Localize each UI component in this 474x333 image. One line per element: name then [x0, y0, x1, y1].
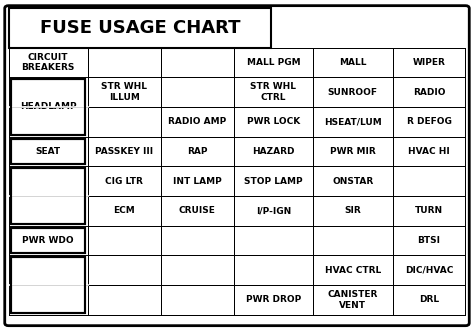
Text: CRUISE: CRUISE — [179, 206, 216, 215]
Text: DIC/HVAC: DIC/HVAC — [405, 266, 453, 275]
Bar — [9, 226, 88, 255]
Text: BTSI: BTSI — [418, 236, 440, 245]
Text: I/P-IGN: I/P-IGN — [256, 206, 291, 215]
Text: FUSE USAGE CHART: FUSE USAGE CHART — [40, 19, 240, 37]
Text: MALL: MALL — [339, 58, 366, 67]
Text: PWR MIR: PWR MIR — [330, 147, 376, 156]
Text: STOP LAMP: STOP LAMP — [244, 176, 303, 186]
Text: SEAT: SEAT — [36, 147, 61, 156]
Text: RAP: RAP — [187, 147, 208, 156]
Bar — [11, 257, 85, 313]
Text: CANISTER
VENT: CANISTER VENT — [328, 290, 378, 310]
Text: PASSKEY III: PASSKEY III — [95, 147, 154, 156]
Text: CIRCUIT
BREAKERS: CIRCUIT BREAKERS — [21, 53, 75, 72]
Text: RADIO: RADIO — [413, 88, 445, 97]
Text: PWR WDO: PWR WDO — [22, 236, 74, 245]
Bar — [9, 166, 88, 226]
Text: HSEAT/LUM: HSEAT/LUM — [324, 117, 382, 126]
Bar — [9, 255, 88, 315]
Text: SUNROOF: SUNROOF — [328, 88, 378, 97]
Text: CIG LTR: CIG LTR — [105, 176, 143, 186]
Text: DRL: DRL — [419, 295, 439, 304]
Text: PWR DROP: PWR DROP — [246, 295, 301, 304]
Text: SIR: SIR — [345, 206, 361, 215]
Bar — [11, 228, 85, 253]
Text: WIPER: WIPER — [412, 58, 446, 67]
Text: HVAC CTRL: HVAC CTRL — [325, 266, 381, 275]
Bar — [11, 228, 85, 253]
Bar — [11, 79, 85, 135]
FancyBboxPatch shape — [5, 6, 469, 326]
Text: PWR LOCK: PWR LOCK — [247, 117, 300, 126]
Text: HEADLAMP: HEADLAMP — [20, 103, 77, 112]
Bar — [11, 168, 85, 224]
Text: R DEFOG: R DEFOG — [407, 117, 451, 126]
Text: STR WHL
ILLUM: STR WHL ILLUM — [101, 83, 147, 102]
Text: TURN: TURN — [415, 206, 443, 215]
Text: ECM: ECM — [114, 206, 135, 215]
Bar — [9, 8, 271, 48]
Text: ONSTAR: ONSTAR — [332, 176, 374, 186]
Text: STR WHL
CTRL: STR WHL CTRL — [250, 83, 296, 102]
Text: INT LAMP: INT LAMP — [173, 176, 222, 186]
Text: MALL PGM: MALL PGM — [246, 58, 300, 67]
Bar — [11, 139, 85, 164]
Bar — [11, 257, 85, 313]
Bar — [11, 79, 85, 135]
Text: RADIO AMP: RADIO AMP — [168, 117, 227, 126]
Bar — [11, 139, 85, 164]
Bar — [11, 168, 85, 224]
Text: HVAC HI: HVAC HI — [408, 147, 450, 156]
Bar — [9, 137, 88, 166]
Text: HAZARD: HAZARD — [252, 147, 295, 156]
Bar — [9, 77, 88, 137]
